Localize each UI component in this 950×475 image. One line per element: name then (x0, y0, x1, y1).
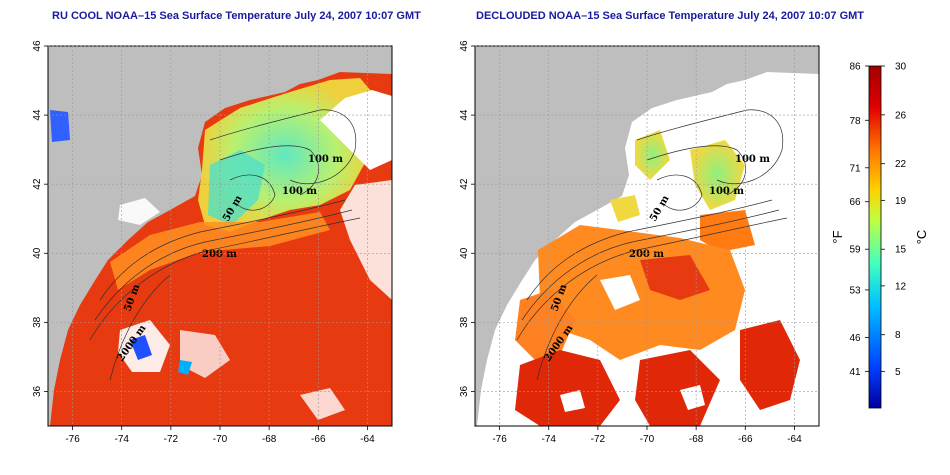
lon-tick-label: -74 (114, 434, 129, 445)
warm-water (740, 320, 800, 410)
lat-tick-label: 44 (32, 109, 43, 121)
lat-tick-label: 40 (459, 247, 470, 259)
warm-water (515, 350, 620, 426)
fahrenheit-tick-label: 46 (849, 333, 861, 344)
warm-water (700, 210, 755, 252)
shelf-water (110, 212, 330, 290)
lon-tick-label: -74 (541, 434, 556, 445)
celsius-tick-label: 19 (895, 196, 907, 207)
celsius-tick-label: 12 (895, 281, 907, 292)
cloud-masked-area (600, 275, 640, 310)
contour-label: 200 m (629, 249, 664, 260)
left-map-title: RU COOL NOAA–15 Sea Surface Temperature … (52, 10, 421, 22)
celsius-tick-label: 22 (895, 159, 907, 170)
bathymetry-contours (516, 109, 788, 381)
celsius-tick-label: 15 (895, 245, 907, 256)
warm-water (640, 255, 710, 300)
lat-tick-label: 44 (459, 109, 470, 121)
fahrenheit-tick-label: 66 (849, 197, 861, 208)
lat-tick-label: 42 (459, 178, 470, 190)
lon-tick-label: -72 (164, 434, 179, 445)
cold-pixels (178, 360, 192, 375)
fahrenheit-unit-label: °F (830, 230, 845, 243)
fahrenheit-tick-label: 59 (849, 245, 861, 256)
land-mass (48, 46, 392, 426)
lon-tick-label: -66 (311, 434, 326, 445)
lon-tick-label: -72 (591, 434, 606, 445)
fahrenheit-tick-label: 53 (849, 285, 861, 296)
temperature-colorbar (868, 65, 882, 409)
fahrenheit-tick-label: 71 (849, 163, 861, 174)
celsius-unit-label: °C (914, 230, 929, 245)
cloud-patch (180, 330, 230, 378)
celsius-tick-label: 8 (895, 330, 901, 341)
cloud-patch (340, 180, 392, 300)
contour-label: 100 m (735, 154, 770, 165)
lon-tick-label: -76 (492, 434, 507, 445)
lat-tick-label: 36 (32, 385, 43, 397)
contour-label: 100 m (709, 186, 744, 197)
cloud-masked-area (680, 385, 705, 410)
shelf-water (515, 290, 575, 360)
lat-tick-label: 42 (32, 178, 43, 190)
cloud-masked-area (560, 390, 585, 412)
lon-tick-label: -76 (65, 434, 80, 445)
cloud-patch (118, 198, 160, 225)
cool-water-region (610, 195, 640, 222)
celsius-tick-label: 26 (895, 110, 907, 121)
right-map-title: DECLOUDED NOAA–15 Sea Surface Temperatur… (476, 10, 865, 22)
celsius-tick-label: 5 (895, 367, 901, 378)
cold-core (208, 150, 265, 225)
cool-water-region (635, 130, 670, 180)
colorbar-ticks: 30 26 22 19 15 12 8 5 86 78 71 66 59 53 46 41 (849, 62, 906, 378)
lon-tick-label: -70 (213, 434, 228, 445)
lon-tick-label: -66 (738, 434, 753, 445)
contour-label: 100 m (308, 154, 343, 165)
fahrenheit-tick-label: 41 (849, 367, 861, 378)
contour-label: 100 m (282, 186, 317, 197)
right-map-grid (475, 45, 819, 426)
cold-pixels (50, 110, 70, 142)
lon-tick-label: -68 (262, 434, 277, 445)
lat-tick-label: 38 (32, 316, 43, 328)
lon-tick-label: -70 (640, 434, 655, 445)
cloud-patch (300, 388, 345, 420)
lat-tick-label: 36 (459, 385, 470, 397)
shelf-water (538, 225, 745, 360)
cloud-patch (320, 90, 392, 170)
lon-tick-label: -68 (689, 434, 704, 445)
right-map-ticks: -76 -74 -72 -70 -68 -66 -64 46 44 42 40 38 36 (459, 40, 802, 445)
left-map-grid (48, 45, 392, 426)
lon-tick-label: -64 (360, 434, 375, 445)
lon-tick-label: -64 (787, 434, 802, 445)
cold-pixels (130, 335, 152, 360)
lat-tick-label: 46 (459, 40, 470, 52)
fahrenheit-tick-label: 86 (849, 62, 861, 73)
warm-water (635, 350, 720, 426)
lat-tick-label: 46 (32, 40, 43, 52)
left-map-ticks: -76 -74 -72 -70 -68 -66 -64 46 44 42 40 38 36 (32, 40, 375, 445)
contour-label: 200 m (202, 249, 237, 260)
celsius-tick-label: 30 (895, 62, 907, 73)
lat-tick-label: 38 (459, 316, 470, 328)
land-mass (475, 46, 819, 426)
cloud-masked-area (760, 282, 800, 318)
lat-tick-label: 40 (32, 247, 43, 259)
bathymetry-contours (89, 109, 361, 381)
fahrenheit-tick-label: 78 (849, 116, 861, 127)
